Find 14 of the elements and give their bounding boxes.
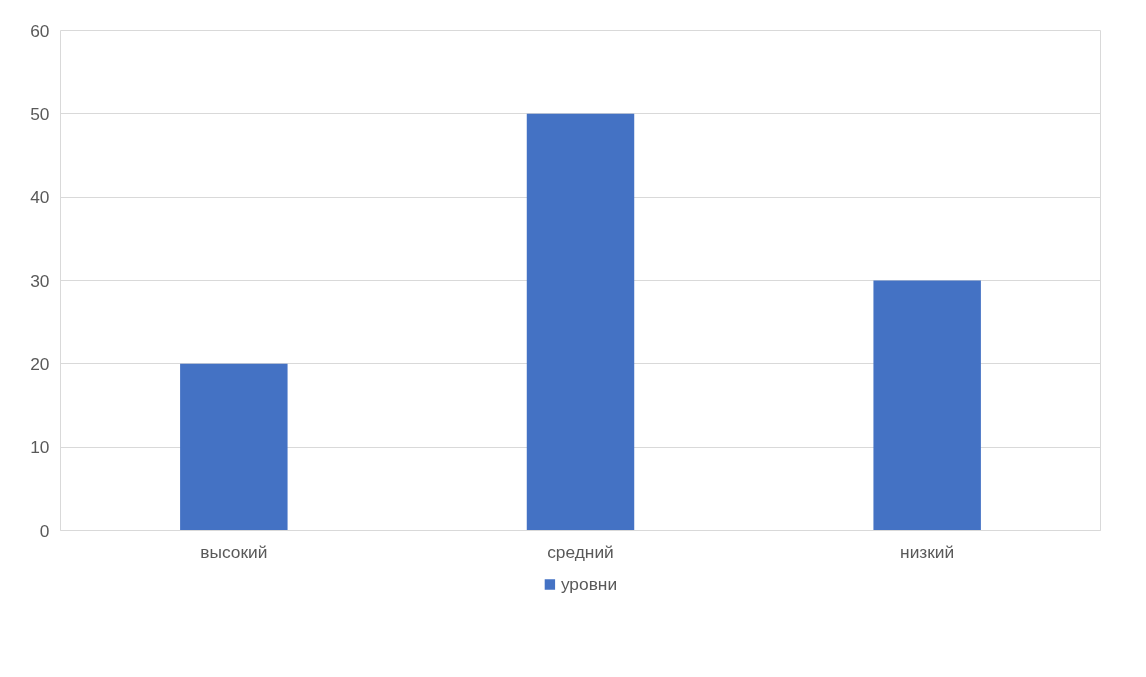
x-tick-label: низкий: [900, 541, 955, 562]
y-tick-label: 40: [30, 187, 50, 208]
y-tick-label: 20: [30, 353, 50, 374]
legend-label: уровни: [560, 573, 618, 595]
bar: [526, 113, 635, 531]
y-tick-label: 0: [39, 520, 50, 541]
x-tick-label: средний: [547, 541, 614, 562]
y-tick-label: 30: [30, 270, 50, 291]
bar: [873, 280, 981, 531]
bar: [180, 363, 288, 531]
y-tick-label: 50: [30, 103, 50, 124]
x-tick-label: высокий: [200, 541, 268, 562]
y-tick-label: 60: [30, 20, 50, 41]
y-tick-label: 10: [30, 437, 50, 458]
